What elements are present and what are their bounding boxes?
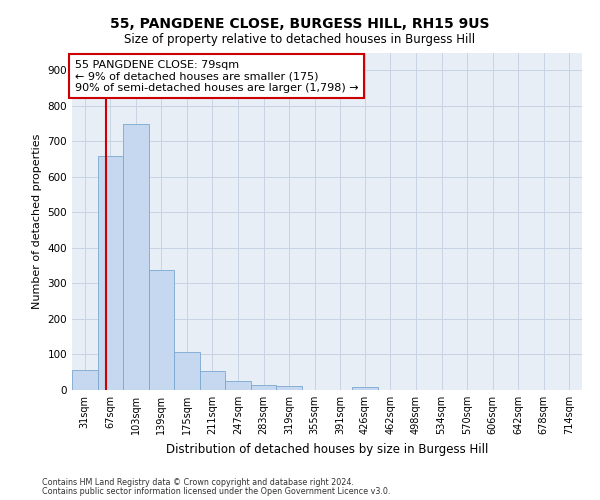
Text: Contains HM Land Registry data © Crown copyright and database right 2024.: Contains HM Land Registry data © Crown c… [42,478,354,487]
Bar [251,384,276,390]
Y-axis label: Number of detached properties: Number of detached properties [32,134,42,309]
Text: Contains public sector information licensed under the Open Government Licence v3: Contains public sector information licen… [42,486,391,496]
Bar [200,371,225,390]
Bar [72,370,98,390]
Bar [174,352,200,390]
Bar [149,270,174,390]
Text: 55, PANGDENE CLOSE, BURGESS HILL, RH15 9US: 55, PANGDENE CLOSE, BURGESS HILL, RH15 9… [110,18,490,32]
Bar [98,156,123,390]
Bar [276,386,302,390]
Bar [123,124,149,390]
Bar [352,387,378,390]
Bar [225,381,251,390]
X-axis label: Distribution of detached houses by size in Burgess Hill: Distribution of detached houses by size … [166,442,488,456]
Text: Size of property relative to detached houses in Burgess Hill: Size of property relative to detached ho… [124,32,476,46]
Text: 55 PANGDENE CLOSE: 79sqm
← 9% of detached houses are smaller (175)
90% of semi-d: 55 PANGDENE CLOSE: 79sqm ← 9% of detache… [75,60,358,93]
